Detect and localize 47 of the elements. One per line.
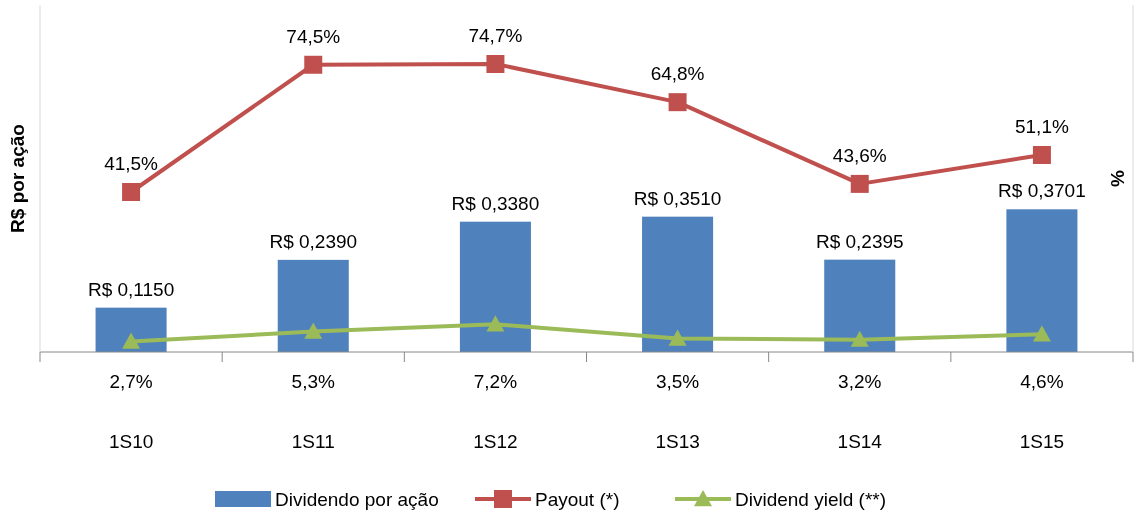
data-label: 4,6% [1020, 371, 1064, 392]
point [122, 332, 141, 349]
data-label: 43,6% [832, 144, 887, 166]
legend-label: Dividendo por ação [275, 489, 439, 510]
bar [459, 221, 531, 352]
data-label: R$ 0,2390 [269, 230, 358, 252]
point [850, 174, 869, 193]
point [1032, 145, 1051, 164]
data-label: R$ 0,3510 [633, 187, 722, 209]
x-tick-label: 1S11 [291, 431, 335, 452]
data-label: 7,2% [473, 371, 518, 392]
data-label: 51,1% [1014, 115, 1069, 137]
data-label: 2,7% [109, 371, 153, 392]
data-label: R$ 0,3380 [451, 192, 540, 214]
x-tick-label: 1S13 [655, 431, 700, 452]
point [486, 315, 505, 332]
point [850, 330, 869, 347]
data-label: 74,5% [286, 25, 341, 47]
data-label: 5,3% [291, 371, 336, 392]
data-label: R$ 0,3701 [998, 180, 1086, 202]
x-tick-label: 1S15 [1019, 431, 1065, 452]
point [304, 55, 323, 74]
data-label: R$ 0,1150 [87, 278, 175, 300]
point [668, 93, 687, 112]
point [122, 182, 141, 201]
bar [277, 259, 349, 352]
bar [95, 307, 167, 352]
y2-axis-title: % [1107, 169, 1128, 187]
data-label: 64,8% [650, 63, 705, 85]
point [304, 322, 323, 339]
data-label: 3,5% [655, 371, 700, 392]
y-axis-title: R$ por ação [7, 124, 28, 233]
x-tick-label: 1S10 [108, 431, 154, 452]
x-tick-label: 1S12 [473, 431, 518, 452]
data-label: 41,5% [104, 152, 159, 174]
point [668, 329, 687, 346]
data-label: 74,7% [468, 24, 523, 46]
bar [1006, 209, 1078, 352]
bar [642, 216, 714, 352]
data-label: 3,2% [838, 371, 882, 392]
x-tick-label: 1S14 [837, 431, 883, 452]
point [1032, 325, 1051, 342]
point [486, 54, 505, 73]
data-label: R$ 0,2395 [815, 230, 904, 252]
legend-label: Dividend yield (**) [735, 489, 887, 510]
legend-label: Payout (*) [535, 489, 620, 510]
bar [824, 259, 896, 352]
